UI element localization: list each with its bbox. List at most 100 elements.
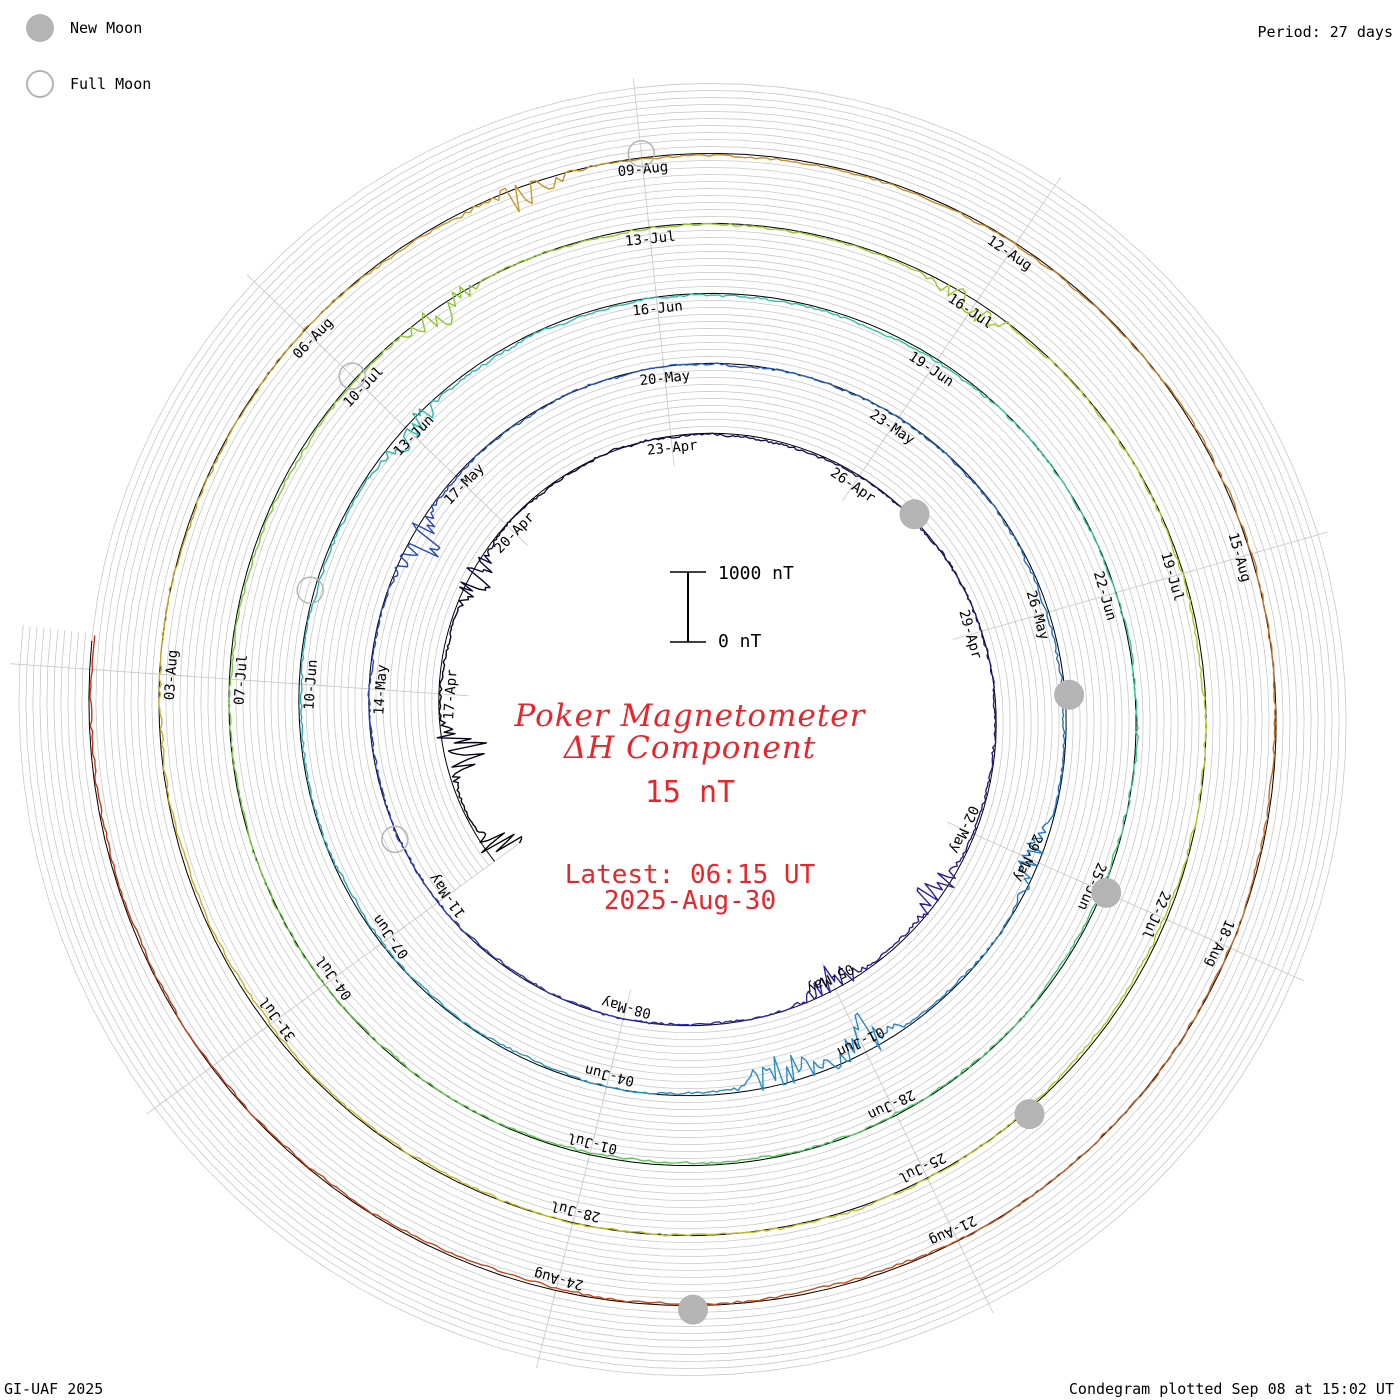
scale-bottom-label: 0 nT [718, 631, 762, 652]
trace-segment [1032, 255, 1132, 344]
trace-segment [1261, 706, 1277, 841]
trace-segment [932, 1178, 1055, 1252]
date-tick-label: 04-Jun [583, 1061, 636, 1089]
day-spoke [9, 663, 120, 672]
trace-segment [513, 1274, 655, 1304]
trace-segment [1154, 824, 1197, 936]
trace-segment [474, 1110, 575, 1149]
trace-segment [674, 1224, 796, 1237]
trace-segment [314, 508, 351, 600]
trace-segment [464, 809, 523, 854]
new-moon-marker [1091, 877, 1122, 908]
trace-segment [1150, 967, 1222, 1084]
trace-segment [753, 366, 837, 389]
trace-segment [819, 1012, 899, 1070]
new-moon-marker [678, 1294, 708, 1325]
trace-segment [310, 790, 345, 881]
trace-segment [889, 259, 992, 322]
date-tick-label: 08-May [600, 993, 653, 1021]
grid-ring [53, 117, 1312, 1342]
trace-segment [378, 545, 419, 622]
trace-segment [768, 299, 863, 326]
full-moon-icon [26, 70, 54, 98]
full-moon-marker [296, 576, 324, 605]
trace-segment [231, 554, 256, 662]
trace-segment [406, 853, 452, 920]
trace-segment [343, 880, 396, 961]
trace-segment [959, 583, 989, 650]
full-moon-marker [627, 139, 656, 168]
trace-segment [381, 1217, 515, 1276]
legend-full-moon: Full Moon [26, 70, 151, 98]
trace-segment [800, 965, 867, 1006]
trace-segment [916, 858, 962, 919]
date-tick-label: 13-Jul [624, 229, 676, 250]
new-moon-marker [1014, 1099, 1045, 1130]
trace-segment [510, 968, 579, 1006]
date-tick-label: 09-Aug [617, 159, 669, 180]
trace-segment [258, 1007, 341, 1102]
day-spoke [146, 1049, 236, 1115]
trace-segment [588, 364, 671, 386]
trace-segment [1023, 556, 1056, 639]
day-spoke [246, 274, 327, 352]
moon-markers [296, 139, 1122, 1325]
trace-segment [673, 432, 741, 439]
trace-segment [573, 1147, 678, 1164]
trace-segment [652, 1020, 729, 1027]
trace-segment [91, 737, 119, 883]
date-tick-label: 26-Apr [827, 465, 878, 507]
new-moon-label: New Moon [70, 19, 143, 37]
trace-segment [1220, 839, 1264, 969]
trace-segment [917, 193, 1034, 257]
date-tick-label: 25-Jul [896, 1149, 948, 1186]
trace-segment [608, 436, 674, 453]
trace-segment [234, 770, 263, 877]
trace-segment [160, 530, 188, 655]
trace-segment [379, 779, 408, 855]
trace-segment [1093, 935, 1157, 1037]
trace-segment [1082, 514, 1122, 609]
trace-segment [548, 1066, 639, 1094]
trace-segment [986, 649, 997, 721]
trace-segment [466, 525, 508, 589]
trace-segment [1053, 725, 1066, 814]
data-trace [89, 153, 1277, 1306]
trace-segment [578, 1004, 653, 1025]
grid-ring [67, 131, 1298, 1328]
trace-segment [570, 296, 669, 322]
date-tick-label: 20-May [639, 368, 691, 389]
trace-segment [1256, 574, 1277, 707]
trace-segment [805, 452, 869, 483]
trace-segment [969, 992, 1042, 1068]
scale-bar [670, 571, 706, 643]
trace-segment [186, 415, 242, 532]
trace-segment [791, 161, 918, 195]
trace-segment [1040, 905, 1095, 994]
trace-segment [919, 527, 962, 585]
date-tick-label: 16-Jun [632, 298, 684, 319]
date-tick-label: 19-Jul [1157, 550, 1186, 603]
trace-segment [1130, 342, 1210, 451]
trace-segment [782, 1120, 882, 1156]
trace-segment [419, 180, 536, 238]
trace-segment [1126, 707, 1140, 810]
trace-segment [1186, 591, 1206, 708]
day-spoke [998, 176, 1062, 269]
trace-segment [368, 701, 381, 781]
grid-ring [32, 96, 1333, 1363]
trace-segment [1053, 1082, 1152, 1180]
trace-segment [406, 364, 483, 437]
trace-segment [638, 1088, 731, 1096]
full-moon-marker [338, 362, 366, 390]
trace-segment [451, 752, 485, 811]
latest-date: 2025-Aug-30 [603, 886, 777, 916]
trace-segment [986, 313, 1079, 390]
trace-segment [677, 1153, 783, 1165]
new-moon-icon [26, 14, 54, 42]
chart-title: Poker Magnetometer [514, 698, 866, 734]
trace-segment [667, 293, 770, 302]
trace-segment [465, 1022, 549, 1068]
trace-segment [394, 960, 467, 1024]
